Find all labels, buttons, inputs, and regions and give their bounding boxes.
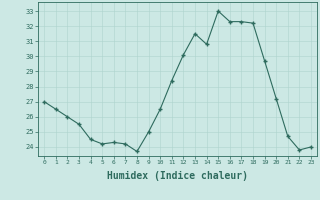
X-axis label: Humidex (Indice chaleur): Humidex (Indice chaleur) <box>107 171 248 181</box>
